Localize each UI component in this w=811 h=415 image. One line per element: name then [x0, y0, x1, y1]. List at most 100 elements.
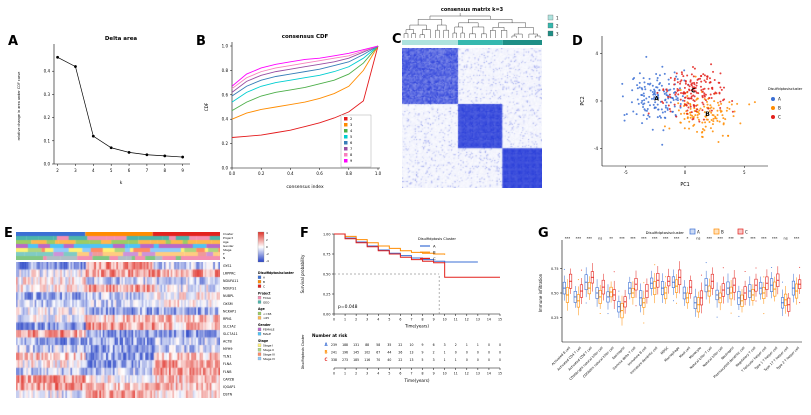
svg-text:70: 70	[376, 358, 380, 362]
svg-text:0: 0	[477, 351, 479, 355]
svg-text:1: 1	[556, 16, 559, 21]
svg-text:0.25: 0.25	[323, 292, 331, 296]
svg-text:0.50: 0.50	[551, 291, 559, 295]
svg-text:A: A	[433, 244, 436, 249]
gene-label: NDUFS1	[223, 287, 236, 291]
cdf-line-k2	[231, 45, 379, 138]
svg-text:0.00: 0.00	[323, 312, 331, 316]
gene-label: RPN1	[223, 317, 232, 321]
svg-text:10: 10	[443, 318, 447, 322]
svg-text:consensus CDF: consensus CDF	[282, 34, 329, 40]
gene-label: SLC3A2	[223, 324, 236, 328]
significance-label: ***	[587, 237, 593, 241]
svg-text:6: 6	[128, 168, 131, 173]
svg-text:0.0: 0.0	[222, 166, 229, 171]
svg-text:22: 22	[398, 343, 402, 347]
gene-label: IQGAP1	[223, 385, 235, 389]
svg-text:0.4: 0.4	[44, 69, 51, 74]
svg-text:>65: >65	[263, 316, 269, 320]
gene-expression-heatmap	[16, 262, 220, 398]
panel-consensus-matrix: C consensus matrix k=3 1 2 3	[390, 2, 570, 198]
svg-text:239: 239	[331, 343, 337, 347]
svg-text:4: 4	[595, 51, 598, 56]
svg-text:2: 2	[556, 24, 559, 29]
svg-text:6: 6	[433, 343, 435, 347]
svg-text:5: 5	[110, 168, 113, 173]
cdf-line-k3	[231, 45, 379, 120]
gene-label: ACTB	[223, 340, 233, 344]
svg-text:k: k	[120, 180, 123, 186]
svg-text:PC1: PC1	[680, 182, 689, 188]
panel-letter-f: F	[300, 226, 309, 241]
panel-survival: F 0.00 0.25 0.50 0.75 1.00 0 1 2 3 4 5 6 7 8 9 10 11 12 13…	[296, 224, 534, 414]
svg-text:7: 7	[410, 318, 412, 322]
svg-text:-4: -4	[266, 259, 269, 263]
svg-text:1: 1	[477, 343, 479, 347]
svg-text:0.4: 0.4	[222, 117, 229, 122]
svg-text:1.0: 1.0	[222, 44, 229, 49]
delta-area-chart: Delta area 2 3 4 5 6 7 8 9 0.0 0.1 0.2 0.3 0.4 k relati…	[17, 36, 190, 186]
svg-text:8: 8	[422, 318, 424, 322]
svg-text:9: 9	[433, 372, 435, 376]
cdf-line-k6	[231, 45, 379, 97]
svg-text:3: 3	[74, 168, 77, 173]
gene-label: MYH9	[223, 347, 232, 351]
svg-text:35: 35	[387, 343, 391, 347]
gene-label: FLNA	[223, 362, 232, 366]
svg-text:196: 196	[342, 351, 348, 355]
svg-text:26: 26	[398, 351, 402, 355]
svg-text:0.8: 0.8	[222, 68, 229, 73]
svg-text:7: 7	[410, 372, 412, 376]
svg-text:14: 14	[487, 372, 491, 376]
gene-label: TLN1	[222, 355, 231, 359]
p-value: p=0.048	[338, 304, 358, 310]
svg-text:0: 0	[488, 358, 490, 362]
svg-text:0: 0	[266, 245, 268, 249]
panel-letter-a: A	[8, 34, 19, 49]
svg-text:0.1: 0.1	[44, 138, 51, 143]
svg-text:8: 8	[350, 153, 353, 157]
svg-text:1: 1	[466, 343, 468, 347]
significance-label: ***	[728, 237, 734, 241]
svg-text:6: 6	[399, 372, 401, 376]
cell-type-label: MDSC	[660, 345, 670, 355]
svg-text:13: 13	[409, 358, 413, 362]
svg-text:15: 15	[498, 318, 502, 322]
svg-text:6: 6	[399, 318, 401, 322]
svg-text:<=65: <=65	[263, 312, 272, 316]
svg-text:0.4: 0.4	[287, 171, 294, 176]
svg-text:0.50: 0.50	[323, 272, 331, 276]
svg-text:1: 1	[444, 351, 446, 355]
significance-label: ***	[674, 237, 680, 241]
svg-text:C: C	[745, 230, 748, 235]
significance-label: ***	[794, 237, 800, 241]
svg-text:1: 1	[344, 372, 346, 376]
svg-text:A: A	[654, 96, 659, 103]
svg-text:3: 3	[556, 32, 559, 37]
risk-table-axis-label: Disulfidptosis Cluster	[301, 334, 305, 369]
svg-text:1.00: 1.00	[323, 232, 331, 236]
significance-label: ***	[761, 237, 767, 241]
svg-text:B: B	[433, 250, 436, 255]
svg-text:4: 4	[377, 372, 379, 376]
svg-text:0.25: 0.25	[551, 316, 559, 320]
svg-text:A: A	[263, 276, 265, 280]
svg-text:-4: -4	[594, 146, 598, 151]
svg-text:8: 8	[163, 168, 166, 173]
significance-label: ***	[663, 237, 669, 241]
svg-text:5: 5	[388, 318, 390, 322]
svg-text:TCGA: TCGA	[262, 296, 271, 300]
svg-text:consensus index: consensus index	[286, 184, 324, 190]
svg-text:11: 11	[454, 372, 458, 376]
svg-text:Stage IV: Stage IV	[263, 357, 275, 361]
svg-text:9: 9	[422, 351, 424, 355]
risk-table-title: Number at risk	[312, 333, 347, 338]
svg-text:C: C	[691, 87, 696, 94]
consensus-matrix-heatmap	[402, 48, 542, 188]
svg-text:22: 22	[398, 358, 402, 362]
svg-text:2: 2	[433, 351, 435, 355]
svg-text:12: 12	[465, 318, 469, 322]
panel-letter-g: G	[538, 226, 549, 241]
significance-label: ***	[630, 237, 636, 241]
